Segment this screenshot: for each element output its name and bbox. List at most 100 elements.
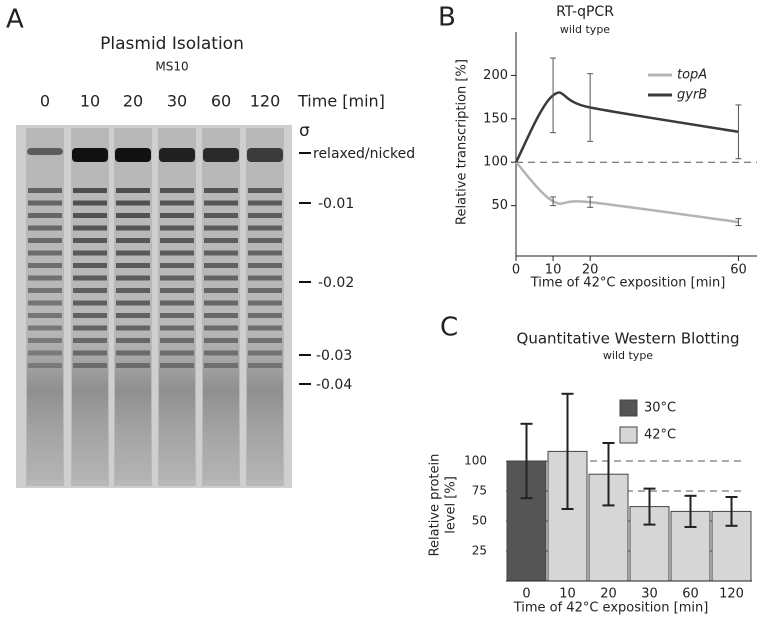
topoisomer-band (160, 325, 194, 331)
x-tick-label: 10 (545, 263, 562, 278)
chart-subtitle: wild type (560, 23, 610, 36)
x-axis-label: Time of 42°C exposition [min] (513, 601, 709, 616)
error-bar (643, 487, 656, 526)
y-tick-label: 100 (483, 155, 508, 170)
topoisomer-band (73, 288, 107, 293)
topoisomer-band (204, 225, 238, 231)
marker-label: -0.03 (316, 348, 352, 364)
topoisomer-band (160, 263, 194, 268)
gel-subtitle: MS10 (155, 60, 188, 74)
topoisomer-band (73, 225, 107, 231)
gel-title: Plasmid Isolation (100, 34, 244, 54)
topoisomer-band (28, 325, 62, 331)
error-bar (684, 494, 697, 528)
topoisomer-band (204, 325, 238, 331)
marker-label: -0.04 (316, 377, 352, 393)
topoisomer-band (248, 325, 282, 331)
topoisomer-band (28, 288, 62, 293)
smear (247, 330, 283, 480)
y-axis-label: Relative protein (428, 454, 443, 557)
panel-letter: A (6, 5, 24, 35)
topoisomer-band (28, 313, 62, 318)
series-line (514, 91, 739, 163)
topoisomer-band (116, 325, 150, 331)
x-tick-label: 60 (682, 587, 699, 602)
error-bar (587, 196, 594, 208)
topoisomer-band (204, 250, 238, 256)
x-tick-label: 30 (641, 587, 658, 602)
topoisomer-band (160, 275, 194, 281)
topoisomer-band (73, 238, 107, 243)
topoisomer-band (28, 263, 62, 268)
x-tick-label: 20 (600, 587, 617, 602)
smear (115, 330, 151, 480)
topoisomer-band (73, 263, 107, 268)
topoisomer-band (28, 200, 62, 206)
lane-label: 20 (123, 92, 143, 111)
x-tick-label: 60 (730, 263, 747, 278)
nicked-band (115, 148, 151, 162)
smear (72, 330, 108, 480)
topoisomer-band (73, 213, 107, 218)
smear (27, 330, 63, 480)
lane-label: 60 (211, 92, 231, 111)
nicked-band (159, 148, 195, 162)
legend-label: 42°C (644, 428, 676, 443)
y-tick-label: 25 (472, 544, 487, 558)
panel-letter: C (440, 313, 458, 343)
topoisomer-band (116, 200, 150, 206)
topoisomer-band (28, 275, 62, 281)
topoisomer-band (116, 238, 150, 243)
topoisomer-band (248, 300, 282, 306)
topoisomer-band (116, 213, 150, 218)
legend-swatch (619, 426, 638, 444)
topoisomer-band (73, 300, 107, 306)
topoisomer-band (160, 238, 194, 243)
smear (159, 330, 195, 480)
error-bar (735, 104, 742, 160)
chart-title: RT-qPCR (556, 4, 614, 20)
y-axis-label: Relative transcription [%] (455, 59, 470, 225)
x-tick-label: 20 (582, 263, 599, 278)
topoisomer-band (28, 250, 62, 256)
smear (203, 330, 239, 480)
topoisomer-band (204, 288, 238, 293)
lane-label: 10 (80, 92, 100, 111)
error-bar (602, 442, 615, 507)
topoisomer-band (28, 300, 62, 306)
x-tick-label: 10 (559, 587, 576, 602)
legend-label: 30°C (644, 401, 676, 416)
topoisomer-band (73, 313, 107, 318)
topoisomer-band (248, 263, 282, 268)
topoisomer-band (204, 275, 238, 281)
topoisomer-band (248, 313, 282, 318)
y-tick-label: 150 (483, 111, 508, 126)
topoisomer-band (160, 213, 194, 218)
topoisomer-band (116, 250, 150, 256)
topoisomer-band (248, 238, 282, 243)
lanes-label: Time [min] (297, 92, 385, 111)
topoisomer-band (248, 275, 282, 281)
topoisomer-band (204, 300, 238, 306)
x-tick-label: 0 (512, 263, 520, 278)
lane-label: 120 (250, 92, 281, 111)
topoisomer-band (73, 275, 107, 281)
topoisomer-band (160, 225, 194, 231)
topoisomer-band (116, 188, 150, 193)
topoisomer-band (204, 188, 238, 193)
topoisomer-band (73, 188, 107, 193)
topoisomer-band (160, 288, 194, 293)
lane-label: 0 (40, 92, 50, 111)
panel-letter: B (438, 3, 456, 33)
nicked-band (27, 148, 63, 155)
x-tick-label: 0 (522, 587, 530, 602)
topoisomer-band (116, 263, 150, 268)
y-tick-label: 200 (483, 68, 508, 83)
topoisomer-band (116, 288, 150, 293)
nicked-band (72, 148, 108, 162)
marker-label: -0.01 (318, 196, 354, 212)
y-tick-label: 100 (464, 454, 487, 468)
y-tick-label: 75 (472, 484, 487, 498)
topoisomer-band (160, 300, 194, 306)
